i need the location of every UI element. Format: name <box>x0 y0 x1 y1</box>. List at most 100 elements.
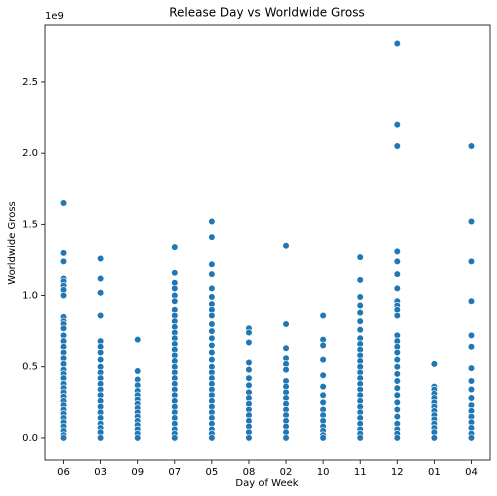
point <box>97 434 105 442</box>
point <box>467 142 476 150</box>
point <box>393 142 401 150</box>
point <box>59 199 68 207</box>
point <box>245 365 253 374</box>
point <box>282 365 290 374</box>
point <box>208 270 216 278</box>
point <box>171 284 179 293</box>
x-tick-label: 10 <box>317 467 330 478</box>
point <box>208 327 216 335</box>
chart-title: Release Day vs Worldwide Gross <box>169 6 365 20</box>
point <box>393 356 401 364</box>
point <box>59 324 68 332</box>
point <box>134 336 142 344</box>
point <box>59 434 68 442</box>
point <box>319 341 327 349</box>
x-tick-label: 01 <box>428 467 441 478</box>
point <box>393 398 401 406</box>
point <box>208 348 216 357</box>
point <box>393 311 401 320</box>
x-tick-label: 04 <box>465 467 478 478</box>
point <box>319 311 327 320</box>
x-tick-label: 02 <box>280 467 293 478</box>
point <box>393 412 401 421</box>
point <box>245 434 253 442</box>
point <box>282 242 290 250</box>
point <box>208 334 216 342</box>
point <box>319 398 327 406</box>
x-tick-label: 11 <box>354 467 367 478</box>
point <box>208 434 216 442</box>
point <box>282 344 290 352</box>
x-tick-label: 12 <box>391 467 404 478</box>
point <box>319 371 327 379</box>
point <box>430 360 438 368</box>
point <box>393 247 401 255</box>
point <box>97 274 105 283</box>
y-axis-label: Worldwide Gross <box>7 201 18 284</box>
point <box>393 257 401 265</box>
y-tick-label: 2.0 <box>22 148 38 159</box>
point <box>245 358 253 367</box>
point <box>467 343 476 351</box>
x-tick-label: 07 <box>168 467 181 478</box>
point <box>282 320 290 328</box>
x-axis-label: Day of Week <box>235 478 298 489</box>
point <box>319 391 327 399</box>
point <box>467 217 476 226</box>
point <box>467 364 476 372</box>
point <box>356 276 364 284</box>
point <box>467 434 476 442</box>
point <box>356 301 364 310</box>
point <box>393 284 401 293</box>
point <box>393 370 401 378</box>
point <box>393 405 401 414</box>
point <box>467 385 476 394</box>
y-tick-label: 1.0 <box>22 291 38 302</box>
point <box>245 328 253 337</box>
point <box>356 434 364 442</box>
point <box>97 348 105 357</box>
point <box>467 331 476 340</box>
plot-frame <box>44 24 491 461</box>
point <box>171 269 179 277</box>
point <box>393 391 401 399</box>
point <box>134 367 142 375</box>
point <box>282 434 290 442</box>
y-tick-label: 2.5 <box>22 77 38 88</box>
x-tick-label: 08 <box>243 467 256 478</box>
point <box>97 254 105 263</box>
point <box>467 394 476 402</box>
x-tick-label: 06 <box>57 467 70 478</box>
point <box>393 39 401 48</box>
x-tick-label: 03 <box>94 467 107 478</box>
point <box>319 356 327 364</box>
y-tick-label: 1.5 <box>22 219 38 230</box>
point <box>208 293 216 301</box>
point <box>393 384 401 392</box>
point <box>208 356 216 364</box>
point <box>356 253 364 261</box>
point <box>208 233 216 241</box>
point <box>245 374 253 382</box>
point <box>208 311 216 320</box>
point <box>393 434 401 442</box>
point <box>208 217 216 226</box>
point <box>356 293 364 301</box>
point <box>393 363 401 371</box>
x-tick-label: 05 <box>206 467 219 478</box>
point <box>171 243 179 251</box>
point <box>319 434 327 442</box>
point <box>59 291 68 300</box>
point <box>208 284 216 293</box>
point <box>59 249 68 257</box>
point <box>467 257 476 265</box>
y-tick-label: 0.5 <box>22 362 38 373</box>
point <box>208 320 216 328</box>
point <box>356 317 364 325</box>
point <box>97 311 105 320</box>
point <box>393 121 401 129</box>
point <box>393 377 401 385</box>
x-tick-label: 09 <box>131 467 144 478</box>
point <box>171 297 179 305</box>
